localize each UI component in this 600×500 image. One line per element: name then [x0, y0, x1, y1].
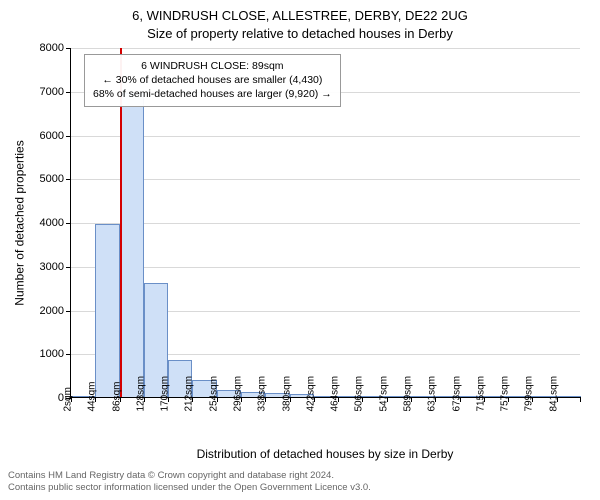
ytick-label: 5000 — [14, 173, 64, 185]
ytick-mark — [66, 136, 71, 137]
x-axis-label: Distribution of detached houses by size … — [70, 447, 580, 461]
ytick-mark — [66, 311, 71, 312]
chart-subtitle: Size of property relative to detached ho… — [0, 26, 600, 41]
ytick-mark — [66, 48, 71, 49]
gridline-h — [71, 267, 580, 268]
legend-line-smaller: ← 30% of detached houses are smaller (4,… — [93, 73, 332, 87]
ytick-label: 1000 — [14, 348, 64, 360]
xtick-mark — [580, 397, 581, 402]
ytick-label: 6000 — [14, 130, 64, 142]
chart-title-address: 6, WINDRUSH CLOSE, ALLESTREE, DERBY, DE2… — [0, 8, 600, 23]
ytick-mark — [66, 92, 71, 93]
ytick-mark — [66, 179, 71, 180]
ytick-label: 0 — [14, 392, 64, 404]
histogram-bar — [557, 396, 581, 397]
ytick-label: 4000 — [14, 217, 64, 229]
ytick-mark — [66, 267, 71, 268]
gridline-h — [71, 48, 580, 49]
ytick-label: 7000 — [14, 86, 64, 98]
gridline-h — [71, 136, 580, 137]
chart-container: 6, WINDRUSH CLOSE, ALLESTREE, DERBY, DE2… — [0, 0, 600, 500]
footer-line1: Contains HM Land Registry data © Crown c… — [8, 470, 371, 482]
footer-line2: Contains public sector information licen… — [8, 482, 371, 494]
ytick-mark — [66, 223, 71, 224]
gridline-h — [71, 179, 580, 180]
ytick-label: 2000 — [14, 305, 64, 317]
legend-box: 6 WINDRUSH CLOSE: 89sqm ← 30% of detache… — [84, 54, 341, 107]
ytick-label: 8000 — [14, 42, 64, 54]
histogram-bar — [120, 93, 144, 397]
gridline-h — [71, 223, 580, 224]
footer-attribution: Contains HM Land Registry data © Crown c… — [8, 470, 371, 494]
histogram-bar — [95, 224, 119, 397]
legend-line-property: 6 WINDRUSH CLOSE: 89sqm — [93, 59, 332, 73]
ytick-label: 3000 — [14, 261, 64, 273]
legend-line-larger: 68% of semi-detached houses are larger (… — [93, 87, 332, 101]
ytick-mark — [66, 354, 71, 355]
